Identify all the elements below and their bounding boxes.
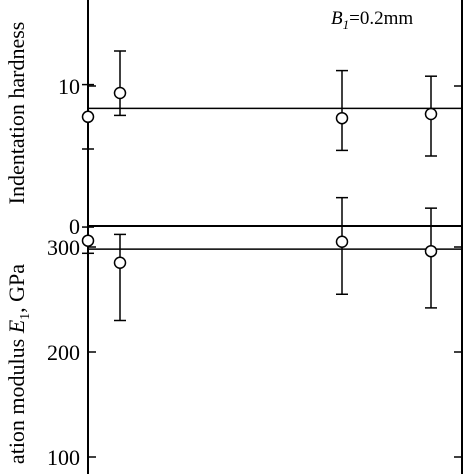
bottom-y-axis-title-prefix: ation modulus (4, 333, 29, 464)
top-y-axis-title: Indentation hardness (4, 22, 29, 205)
y-tick-label: 10 (58, 74, 80, 99)
bottom-data-marks (81, 196, 462, 322)
top-data-marks (81, 50, 462, 157)
annotation-subscript: 1 (343, 17, 350, 32)
y-tick-label: 200 (47, 340, 80, 365)
data-point (335, 111, 349, 125)
parameter-annotation: B1=0.2mm (331, 8, 413, 32)
top-y-axis-title-text: Indentation hardness (4, 22, 29, 205)
bottom-y-axis-title-symbol: E (4, 319, 29, 334)
y-tick-label: 0 (69, 214, 80, 239)
data-point (424, 244, 438, 258)
data-point (81, 234, 95, 247)
data-point (424, 107, 438, 121)
y-tick-label: 300 (47, 235, 80, 260)
annotation-symbol: B (331, 8, 343, 29)
bottom-y-axis-title-unit: , GPa (4, 264, 29, 313)
data-point (335, 235, 349, 248)
bottom-y-axis-title: ation modulus E1, GPa (4, 264, 33, 464)
bottom-panel: 100 200 300 ation modulus E1, GPa (4, 196, 463, 474)
bottom-y-tick-labels: 100 200 300 (47, 235, 80, 470)
top-panel: 0 10 Indentation hardness B1=0.2mm (4, 0, 463, 239)
top-y-tick-labels: 0 10 (58, 74, 80, 239)
bottom-y-ticks (88, 246, 462, 458)
data-point (81, 110, 95, 124)
annotation-value: =0.2mm (349, 8, 413, 29)
data-point (113, 86, 127, 100)
top-y-ticks (88, 85, 462, 227)
y-tick-label: 100 (47, 445, 80, 470)
bottom-y-axis-title-subscript: 1 (18, 313, 33, 320)
data-point (113, 256, 127, 269)
